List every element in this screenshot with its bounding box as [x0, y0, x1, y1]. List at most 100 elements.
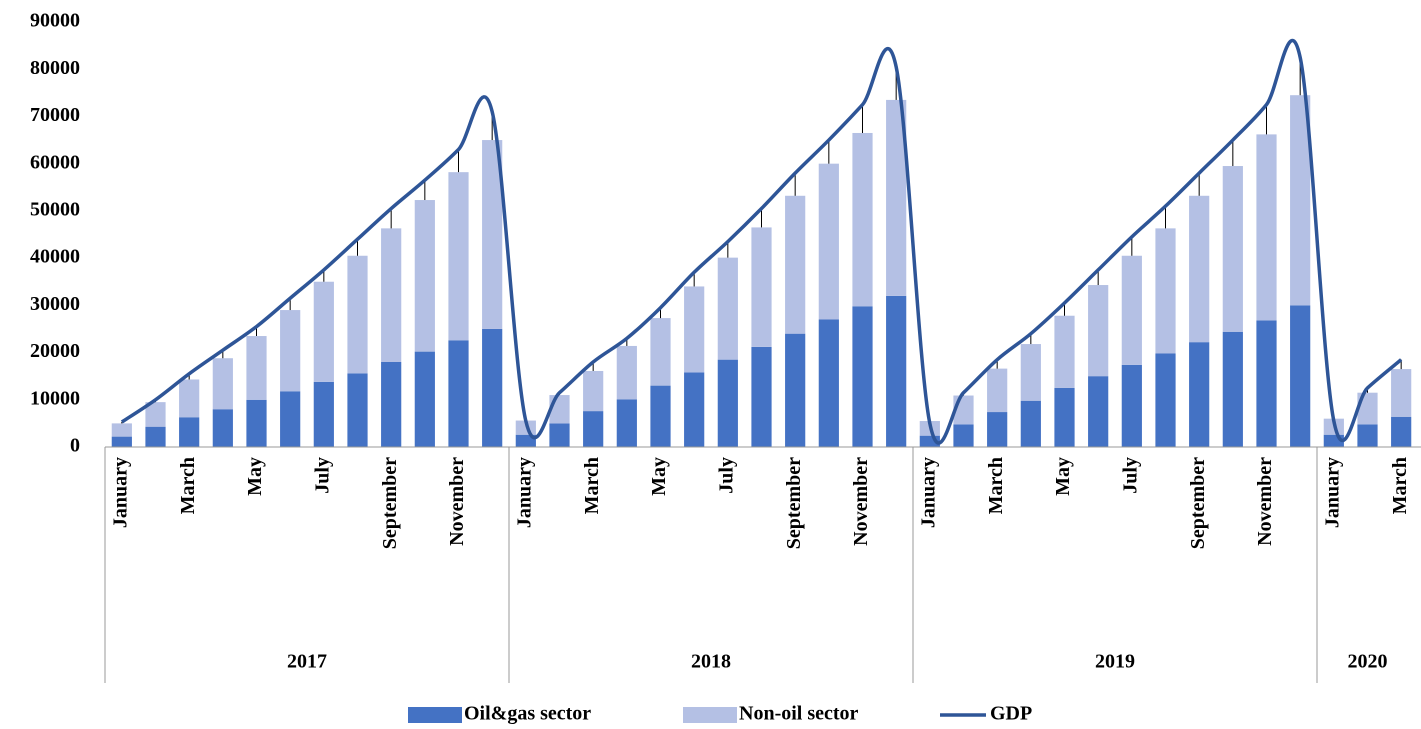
- x-tick-label: March: [581, 457, 603, 514]
- bar: [1290, 305, 1311, 447]
- x-tick-label: November: [1254, 457, 1276, 546]
- legend-swatch: [408, 707, 462, 723]
- bar: [1054, 387, 1075, 447]
- x-tick-label: May: [1052, 457, 1074, 496]
- x-tick-label: January: [109, 457, 131, 528]
- x-tick-label: September: [1187, 457, 1209, 549]
- bar: [886, 295, 907, 447]
- bar: [852, 306, 873, 447]
- bar: [482, 140, 503, 329]
- bar: [280, 310, 301, 392]
- bar: [785, 333, 806, 447]
- bar: [1054, 315, 1075, 388]
- bar: [1357, 424, 1378, 447]
- y-tick-label: 0: [70, 435, 80, 457]
- bar: [1155, 353, 1176, 447]
- x-tick-label: July: [1119, 457, 1141, 494]
- x-tick-label: May: [244, 457, 266, 496]
- x-tick-label: July: [715, 457, 737, 494]
- bar: [1222, 166, 1243, 332]
- y-tick-label: 20000: [30, 340, 80, 362]
- legend-label: Non-oil sector: [739, 703, 859, 725]
- bar: [280, 391, 301, 447]
- x-tick-label: November: [850, 457, 872, 546]
- bar: [1155, 228, 1176, 354]
- bar: [1020, 344, 1041, 401]
- x-tick-label: March: [1389, 457, 1411, 514]
- bar: [414, 200, 435, 352]
- bar: [179, 417, 200, 447]
- bar: [448, 172, 469, 341]
- bar: [1121, 255, 1142, 365]
- x-tick-label: January: [917, 457, 939, 528]
- bar: [987, 368, 1008, 413]
- bar: [1290, 95, 1311, 306]
- x-tick-label: March: [985, 457, 1007, 514]
- y-tick-label: 10000: [30, 387, 80, 409]
- bar: [717, 257, 738, 360]
- line: [120, 38, 1403, 445]
- bar: [549, 423, 570, 447]
- bar: [111, 436, 132, 447]
- group-label: 2019: [1095, 651, 1135, 673]
- bar: [448, 340, 469, 447]
- bar: [751, 346, 772, 447]
- bar: [818, 319, 839, 447]
- bar: [381, 362, 402, 447]
- bar: [414, 351, 435, 447]
- bar: [1121, 364, 1142, 447]
- bar: [583, 370, 604, 412]
- bar: [1222, 331, 1243, 447]
- bar: [818, 163, 839, 320]
- bar: [1189, 342, 1210, 447]
- bar: [246, 336, 267, 400]
- bar: [751, 227, 772, 347]
- bar: [852, 132, 873, 307]
- legend-swatch: [683, 707, 737, 723]
- y-tick-label: 90000: [30, 10, 80, 32]
- x-tick-label: March: [177, 457, 199, 514]
- bar: [347, 255, 368, 374]
- bar: [246, 399, 267, 447]
- bar: [179, 379, 200, 418]
- bar: [145, 402, 166, 427]
- bar: [684, 372, 705, 447]
- x-tick-label: January: [513, 457, 535, 528]
- bar: [313, 381, 334, 447]
- x-tick-label: September: [783, 457, 805, 549]
- bar: [347, 373, 368, 447]
- bar: [886, 99, 907, 296]
- x-tick-label: May: [648, 457, 670, 496]
- x-tick-label: November: [446, 457, 468, 546]
- bar: [212, 358, 233, 410]
- bar: [111, 423, 132, 437]
- bar: [650, 385, 671, 447]
- legend-label: Oil&gas sector: [464, 703, 591, 725]
- y-tick-label: 30000: [30, 293, 80, 315]
- bar: [1088, 376, 1109, 447]
- bar: [212, 409, 233, 447]
- bar: [1391, 369, 1412, 417]
- bar: [482, 328, 503, 447]
- y-tick-label: 80000: [30, 57, 80, 79]
- y-tick-label: 60000: [30, 151, 80, 173]
- bar: [1189, 195, 1210, 343]
- bar: [1256, 320, 1277, 447]
- y-tick-label: 70000: [30, 104, 80, 126]
- bar: [987, 412, 1008, 447]
- y-tick-label: 50000: [30, 198, 80, 220]
- bar: [616, 399, 637, 447]
- bar: [717, 359, 738, 447]
- bar: [785, 195, 806, 334]
- bar: [1088, 285, 1109, 377]
- bar: [650, 318, 671, 386]
- bar: [953, 424, 974, 447]
- bar: [381, 228, 402, 362]
- bar: [684, 286, 705, 373]
- bar: [1020, 400, 1041, 447]
- group-label: 2020: [1348, 651, 1388, 673]
- bar: [1256, 134, 1277, 321]
- y-tick-label: 40000: [30, 246, 80, 268]
- legend-label: GDP: [990, 703, 1032, 725]
